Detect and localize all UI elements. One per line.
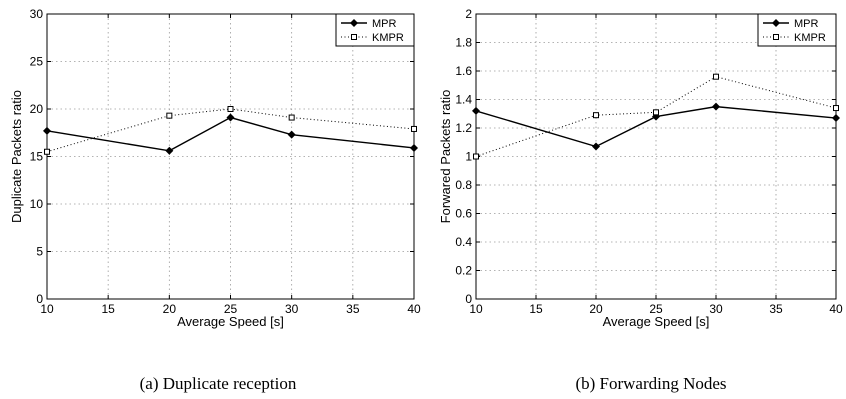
y-tick-label: 15	[30, 150, 44, 164]
y-tick-label: 0.2	[455, 264, 472, 278]
y-tick-label: 1.4	[455, 93, 472, 107]
legend-label-kmpr: KMPR	[794, 32, 826, 44]
y-tick-label: 0.6	[455, 207, 472, 221]
y-tick-label: 0	[36, 292, 43, 306]
x-axis-label: Average Speed [s]	[177, 314, 284, 329]
y-tick-label: 30	[30, 7, 44, 21]
data-point-kmpr	[593, 112, 599, 119]
y-tick-label: 0	[465, 292, 472, 306]
x-tick-label: 20	[163, 302, 177, 316]
legend-marker-mpr	[350, 19, 358, 27]
legend-label-kmpr: KMPR	[372, 32, 404, 44]
data-point-mpr	[592, 142, 600, 151]
data-point-kmpr	[653, 109, 659, 116]
legend-box	[757, 13, 837, 47]
data-point-kmpr	[411, 125, 417, 132]
legend-box	[335, 13, 415, 47]
y-tick-label: 0.4	[455, 235, 472, 249]
data-point-mpr	[410, 143, 418, 152]
x-tick-label: 25	[649, 302, 663, 316]
x-tick-label: 35	[769, 302, 783, 316]
data-point-kmpr	[44, 148, 50, 155]
legend-marker-kmpr	[351, 34, 357, 40]
x-tick-label: 20	[589, 302, 603, 316]
data-point-mpr	[832, 114, 840, 123]
x-tick-label: 15	[101, 302, 115, 316]
x-tick-label: 30	[709, 302, 723, 316]
y-tick-label: 10	[30, 197, 44, 211]
legend-marker-mpr	[772, 19, 780, 27]
legend-marker-kmpr	[773, 34, 779, 40]
data-point-mpr	[43, 126, 51, 135]
data-point-kmpr	[833, 105, 839, 112]
x-axis-label: Average Speed [s]	[603, 314, 710, 329]
y-tick-label: 1	[465, 150, 472, 164]
y-tick-label: 1.6	[455, 64, 472, 78]
data-point-mpr	[712, 102, 720, 111]
y-axis-label: Forwared Packets ratio	[438, 90, 453, 224]
data-point-kmpr	[166, 112, 173, 119]
data-point-mpr	[165, 146, 174, 155]
figure-caption: (a) Duplicate reception	[140, 374, 297, 393]
y-tick-label: 25	[30, 55, 44, 69]
data-point-kmpr	[227, 106, 234, 112]
x-tick-label: 30	[285, 302, 299, 316]
y-tick-label: 5	[36, 245, 43, 259]
legend: MPR KMPR	[335, 13, 415, 47]
x-tick-label: 25	[224, 302, 238, 316]
x-tick-label: 40	[407, 302, 421, 316]
y-tick-label: 20	[30, 102, 44, 116]
y-tick-label: 0.8	[455, 178, 472, 192]
y-tick-label: 1.8	[455, 36, 472, 50]
x-tick-label: 15	[529, 302, 543, 316]
x-tick-label: 35	[346, 302, 360, 316]
x-tick-label: 40	[829, 302, 843, 316]
legend-label-mpr: MPR	[372, 18, 397, 30]
y-axis-label: Duplicate Packets ratio	[9, 90, 24, 223]
data-point-mpr	[287, 130, 296, 139]
data-point-kmpr	[288, 114, 295, 121]
data-point-kmpr	[473, 153, 479, 160]
data-point-mpr	[226, 113, 235, 122]
data-point-mpr	[472, 106, 480, 115]
x-tick-label: 10	[40, 302, 54, 316]
y-tick-label: 1.2	[455, 121, 472, 135]
legend-label-mpr: MPR	[794, 18, 819, 30]
data-point-kmpr	[713, 73, 719, 80]
x-tick-label: 10	[469, 302, 483, 316]
series-line-kmpr	[475, 76, 837, 157]
y-tick-label: 2	[465, 7, 472, 21]
figure-caption: (b) Forwarding Nodes	[575, 374, 726, 393]
legend: MPR KMPR	[757, 13, 837, 47]
chart-panel-b: 10 15 20 25 30 35 40 0 0.2 0.4 0.6 0.8 1 1.2 1.4 1.6 1.8…	[438, 7, 843, 393]
